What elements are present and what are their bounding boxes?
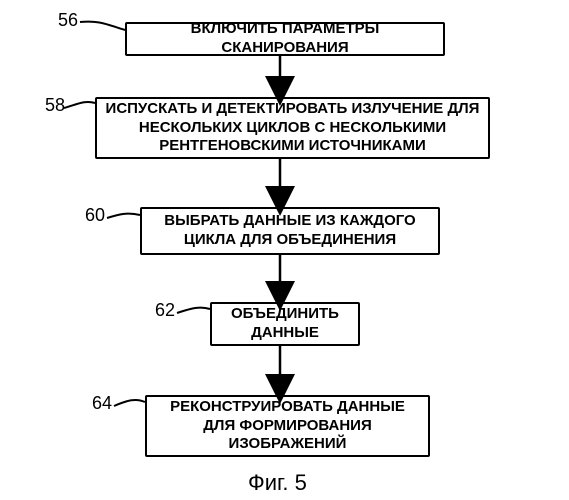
figure-caption: Фиг. 5 bbox=[248, 470, 307, 496]
flowchart-diagram: ВКЛЮЧИТЬ ПАРАМЕТРЫ СКАНИРОВАНИЯ ИСПУСКАТ… bbox=[0, 0, 569, 500]
connectors-svg bbox=[0, 0, 569, 500]
